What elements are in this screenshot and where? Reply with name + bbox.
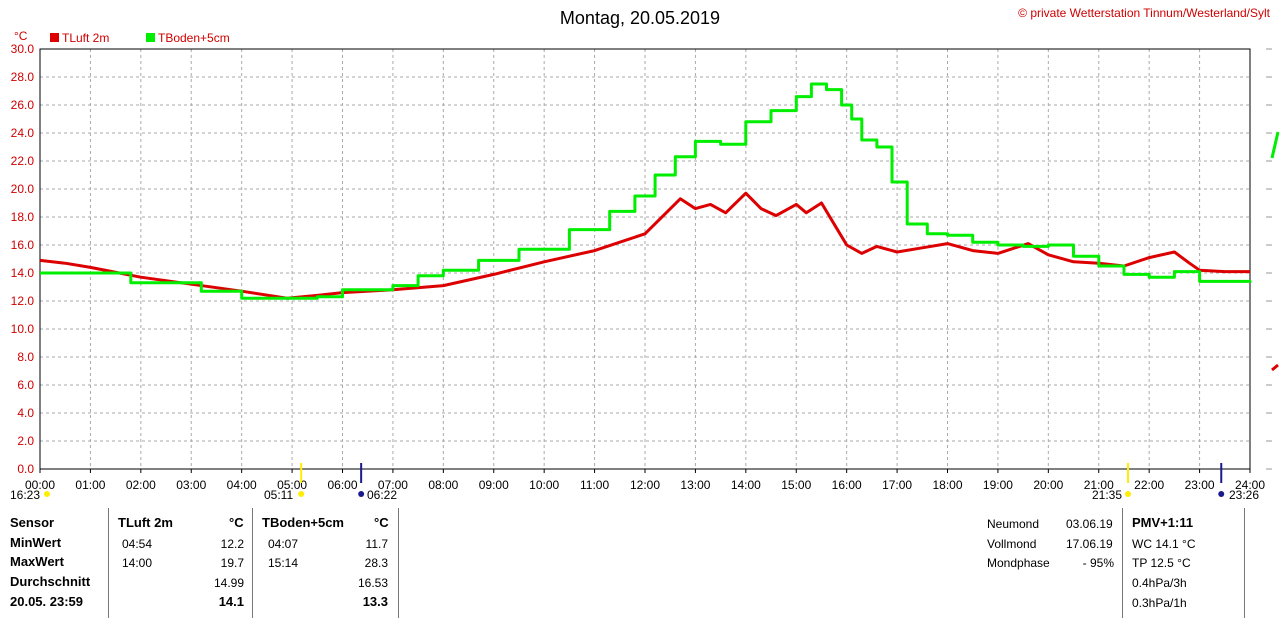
header-unit2: °C	[374, 515, 389, 530]
y-tick-label: 26.0	[11, 98, 35, 112]
row-avg-value2: 16.53	[357, 576, 388, 590]
x-tick-label: 09:00	[479, 478, 509, 492]
legend-label: TBoden+5cm	[158, 31, 230, 45]
y-tick-label: 10.0	[11, 322, 35, 336]
sunrise-marker	[298, 491, 305, 497]
x-tick-label: 08:00	[428, 478, 458, 492]
new-moon-label: Neumond	[987, 517, 1040, 531]
row-label-min: MinWert	[10, 535, 62, 550]
header-sensor: Sensor	[10, 515, 55, 530]
page-title: Montag, 20.05.2019	[559, 8, 721, 28]
y-tick-label: 14.0	[11, 266, 35, 280]
row-avg-value1: 14.99	[213, 576, 244, 590]
x-tick-label: 17:00	[882, 478, 912, 492]
pmv-windchill: WC 14.1 °C	[1132, 537, 1196, 551]
x-tick-label: 18:00	[932, 478, 962, 492]
legend-swatch	[50, 33, 59, 42]
legend-swatch	[146, 33, 155, 42]
start-time-label: 16:23	[10, 488, 41, 502]
header-unit1: °C	[229, 515, 244, 530]
y-tick-label: 0.0	[17, 462, 34, 476]
x-tick-label: 02:00	[126, 478, 156, 492]
sunset-marker	[1124, 491, 1131, 497]
y-tick-label: 28.0	[11, 70, 35, 84]
row-min-time1: 04:54	[122, 537, 153, 551]
pmv-title: PMV+1:11	[1132, 515, 1194, 530]
y-tick-label: 8.0	[17, 350, 34, 364]
row-label-avg: Durchschnitt	[10, 574, 91, 589]
row-max-value2: 28.3	[364, 556, 388, 570]
sunset-time-label: 21:35	[1092, 488, 1123, 502]
x-tick-label: 05:00	[277, 478, 307, 492]
row-label-current: 20.05. 23:59	[10, 594, 84, 609]
y-tick-label: 12.0	[11, 294, 35, 308]
x-tick-label: 10:00	[529, 478, 559, 492]
moonset-time-label: 06:22	[367, 488, 398, 502]
x-tick-label: 13:00	[680, 478, 710, 492]
row-max-time2: 15:14	[268, 556, 299, 570]
y-tick-label: 22.0	[11, 154, 35, 168]
pmv-pressure-3h: 0.4hPa/3h	[1132, 576, 1187, 590]
row-min-value1: 12.2	[220, 537, 244, 551]
moonset-marker	[358, 491, 365, 497]
row-max-time1: 14:00	[122, 556, 153, 570]
y-tick-label: 30.0	[11, 42, 35, 56]
x-tick-label: 24:00	[1235, 478, 1265, 492]
moon-phase-label: Mondphase	[987, 556, 1050, 570]
y-tick-label: 18.0	[11, 210, 35, 224]
moonrise-time-label: 23:26	[1229, 488, 1260, 502]
copyright-text: © private Wetterstation Tinnum/Westerlan…	[1018, 6, 1270, 20]
stats-table: Sensor TLuft 2m °C TBoden+5cm °C MinWert…	[0, 504, 1280, 621]
row-min-value2: 11.7	[365, 537, 388, 551]
row-max-value1: 19.7	[220, 556, 244, 570]
x-tick-label: 14:00	[731, 478, 761, 492]
y-tick-label: 20.0	[11, 182, 35, 196]
sunrise-time-label: 05:11	[264, 488, 294, 502]
legend-label: TLuft 2m	[62, 31, 109, 45]
x-tick-label: 11:00	[580, 478, 609, 492]
pmv-dewpoint: TP 12.5 °C	[1132, 556, 1191, 570]
x-tick-label: 15:00	[781, 478, 811, 492]
x-tick-label: 19:00	[983, 478, 1013, 492]
series-line-tboden	[40, 82, 1252, 300]
series-line-tluft	[39, 191, 1250, 300]
full-moon-date: 17.06.19	[1066, 537, 1113, 551]
x-tick-label: 00:00	[25, 478, 55, 492]
pmv-pressure-1h: 0.3hPa/1h	[1132, 596, 1187, 610]
header-tluft: TLuft 2m	[118, 515, 173, 530]
x-tick-label: 21:00	[1084, 478, 1114, 492]
x-tick-label: 04:00	[227, 478, 257, 492]
moonrise-marker	[1218, 491, 1225, 497]
y-tick-label: 24.0	[11, 126, 35, 140]
x-tick-label: 12:00	[630, 478, 660, 492]
row-current-value2: 13.3	[362, 594, 388, 609]
y-tick-label: 16.0	[11, 238, 35, 252]
x-tick-label: 03:00	[176, 478, 206, 492]
row-label-max: MaxWert	[10, 554, 64, 569]
full-moon-label: Vollmond	[987, 537, 1037, 551]
y-tick-label: 6.0	[17, 378, 34, 392]
y-axis-unit: °C	[14, 29, 28, 43]
temperature-chart: 0.0 2.0 4.0 6.0 8.0 10.0 12.0 14.0 16.0 18.0 20.0 2…	[11, 29, 1280, 497]
y-tick-label: 4.0	[17, 406, 34, 420]
x-tick-label: 23:00	[1185, 478, 1215, 492]
start-marker	[44, 491, 50, 497]
x-tick-label: 20:00	[1033, 478, 1063, 492]
right-red-indicator	[1271, 363, 1279, 372]
y-tick-label: 2.0	[17, 434, 34, 448]
new-moon-date: 03.06.19	[1066, 517, 1113, 531]
right-green-indicator	[1270, 131, 1280, 159]
x-tick-label: 06:00	[327, 478, 357, 492]
row-min-time2: 04:07	[268, 537, 299, 551]
x-tick-label: 22:00	[1134, 478, 1164, 492]
header-tboden: TBoden+5cm	[262, 515, 344, 530]
x-tick-label: 16:00	[832, 478, 862, 492]
row-current-value1: 14.1	[218, 594, 244, 609]
x-tick-label: 07:00	[378, 478, 408, 492]
x-tick-label: 01:00	[75, 478, 105, 492]
moon-phase-value: - 95%	[1082, 556, 1114, 570]
